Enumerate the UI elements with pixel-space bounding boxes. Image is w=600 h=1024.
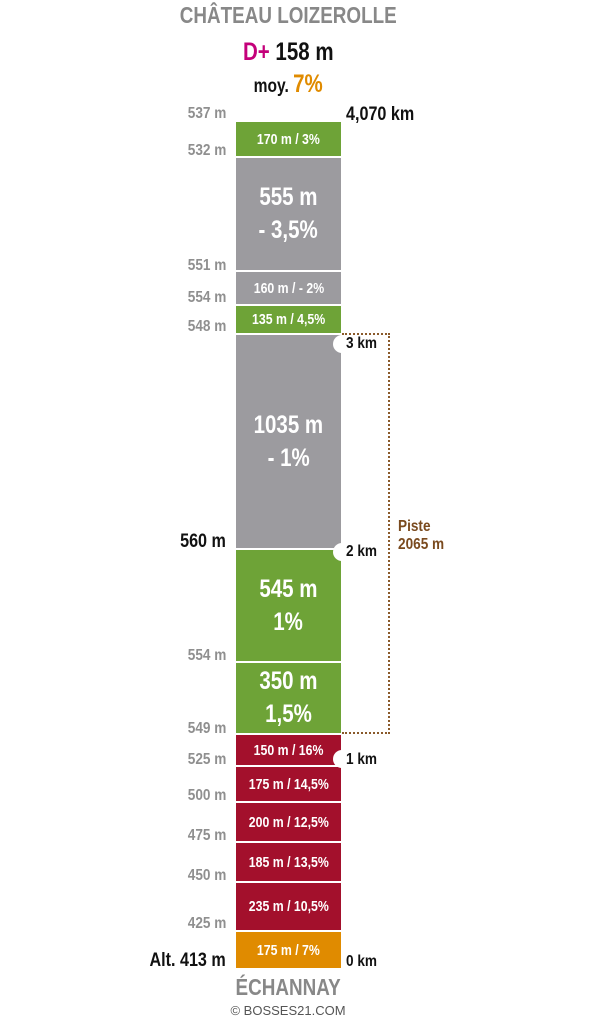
km-mark: 2 km: [346, 543, 377, 560]
average-gradient: moy. 7%: [0, 70, 576, 99]
segment: 185 m / 13,5%: [236, 843, 341, 881]
km-mark: 3 km: [346, 335, 377, 352]
altitude-label: 532 m: [187, 142, 226, 159]
altitude-label: 549 m: [187, 720, 226, 737]
altitude-label: 475 m: [187, 827, 226, 844]
altitude-label: 554 m: [187, 289, 226, 306]
altitude-label: 554 m: [187, 647, 226, 664]
dplus-value: 158 m: [275, 38, 334, 66]
altitude-label: 425 m: [187, 915, 226, 932]
piste-label: Piste 2065 m: [398, 518, 452, 554]
altitude-label: 450 m: [187, 867, 226, 884]
segment: 350 m 1,5%: [236, 663, 341, 733]
altitude-label-max: 560 m: [180, 531, 226, 552]
summit-title: CHÂTEAU LOIZEROLLE: [0, 2, 576, 29]
moy-prefix: moy.: [253, 76, 289, 97]
km-mark: 1 km: [346, 751, 377, 768]
altitude-label: 537 m: [187, 105, 226, 122]
start-name: ÉCHANNAY: [235, 974, 341, 1000]
segment: 235 m / 10,5%: [236, 883, 341, 930]
altitude-label: 548 m: [187, 318, 226, 335]
segment: 175 m / 7%: [236, 932, 341, 968]
km-notch: [333, 335, 351, 353]
km-notch: [333, 543, 351, 561]
segment: 160 m / - 2%: [236, 272, 341, 304]
altitude-label-start: Alt. 413 m: [149, 950, 226, 971]
segment: 555 m - 3,5%: [236, 158, 341, 270]
summit-title-text: CHÂTEAU LOIZEROLLE: [179, 2, 397, 28]
km-mark: 0 km: [346, 953, 377, 970]
altitude-label: 525 m: [187, 751, 226, 768]
piste-label-line1: Piste: [398, 518, 431, 535]
piste-bracket: [342, 333, 390, 734]
segment: 200 m / 12,5%: [236, 803, 341, 841]
segment: 1035 m - 1%: [236, 335, 341, 548]
segment: 175 m / 14,5%: [236, 767, 341, 801]
credit: © BOSSES21.COM: [230, 1003, 346, 1018]
altitude-label: 500 m: [187, 787, 226, 804]
altitude-label: 551 m: [187, 257, 226, 274]
elevation-gain: D+ 158 m: [0, 38, 576, 67]
km-notch: [333, 750, 351, 768]
moy-value: 7%: [292, 70, 323, 98]
segment: 135 m / 4,5%: [236, 306, 341, 333]
segment: 545 m 1%: [236, 550, 341, 661]
segment: 170 m / 3%: [236, 122, 341, 156]
segment: 150 m / 16%: [236, 735, 341, 765]
piste-label-line2: 2065 m: [398, 536, 445, 553]
dplus-prefix: D+: [242, 38, 270, 66]
total-distance: 4,070 km: [346, 104, 415, 125]
